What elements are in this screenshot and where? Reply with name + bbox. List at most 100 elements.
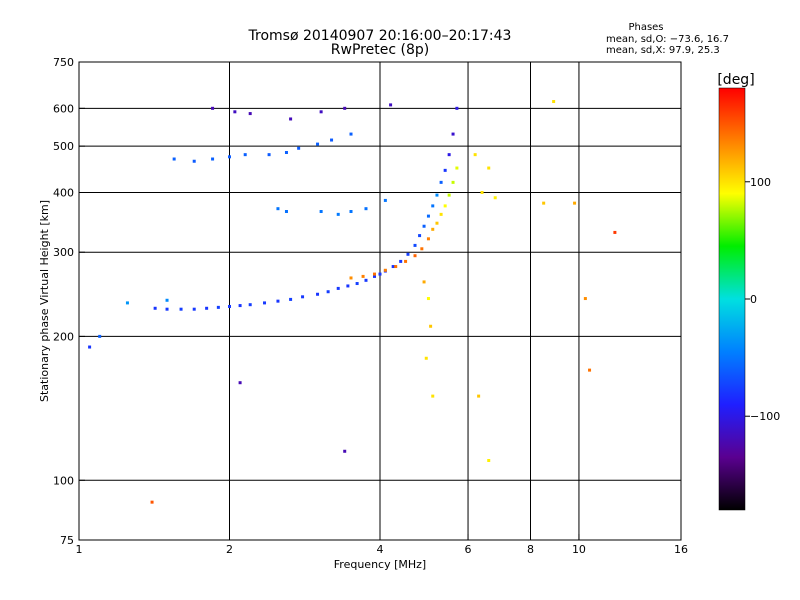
data-point xyxy=(165,307,169,311)
data-point xyxy=(473,153,477,157)
data-point xyxy=(361,274,365,278)
data-point xyxy=(373,274,377,278)
data-point xyxy=(330,138,334,142)
data-point xyxy=(211,157,215,161)
colorbar-tick-label: 100 xyxy=(750,176,771,189)
data-point xyxy=(431,204,435,208)
data-point xyxy=(573,201,577,205)
data-point xyxy=(426,214,430,218)
data-point xyxy=(447,193,451,197)
data-point xyxy=(336,286,340,290)
y-tick-label: 75 xyxy=(60,534,74,547)
stats-o-mode: mean, sd,O: −73.6, 16.7 xyxy=(606,34,729,45)
data-point xyxy=(319,110,323,114)
data-point xyxy=(243,153,247,157)
y-tick-label: 400 xyxy=(53,186,74,199)
data-point xyxy=(165,298,169,302)
data-point xyxy=(364,278,368,282)
x-axis-ticks: 1 2 4 6 8 10 16 xyxy=(76,534,688,556)
data-point xyxy=(192,307,196,311)
data-point xyxy=(542,201,546,205)
x-tick-label: 1 xyxy=(76,543,83,556)
data-point xyxy=(391,265,395,269)
data-point xyxy=(233,110,237,114)
data-point xyxy=(493,196,497,200)
data-point xyxy=(455,106,459,110)
data-point xyxy=(424,356,428,360)
data-point xyxy=(276,207,280,211)
data-point xyxy=(439,180,443,184)
data-point xyxy=(383,198,387,202)
data-point xyxy=(343,449,347,453)
data-point xyxy=(238,381,242,385)
data-point xyxy=(399,259,403,263)
stats-heading: Phases xyxy=(628,22,663,33)
data-point xyxy=(487,458,491,462)
data-point xyxy=(228,304,231,308)
data-point xyxy=(435,193,439,197)
data-point xyxy=(613,230,617,234)
x-tick-label: 6 xyxy=(465,543,472,556)
data-point xyxy=(316,292,320,296)
y-tick-label: 200 xyxy=(53,330,74,343)
data-point xyxy=(431,227,435,231)
data-point xyxy=(394,265,398,269)
y-tick-label: 750 xyxy=(53,56,74,69)
data-point xyxy=(451,180,455,184)
data-point xyxy=(153,306,157,310)
data-point xyxy=(205,306,209,310)
data-point xyxy=(364,207,368,211)
stats-x-mode: mean, sd,X: 97.9, 25.3 xyxy=(606,45,720,56)
data-point xyxy=(552,100,556,104)
x-tick-label: 8 xyxy=(527,543,534,556)
data-points xyxy=(88,100,617,504)
x-tick-label: 4 xyxy=(377,543,384,556)
data-point xyxy=(378,272,382,276)
x-axis-label: Frequency [MHz] xyxy=(334,558,426,571)
data-point xyxy=(276,299,280,303)
data-point xyxy=(422,224,426,228)
data-point xyxy=(316,142,320,146)
colorbar-tick-label: 0 xyxy=(750,293,757,306)
plot-subtitle: RwPretec (8p) xyxy=(331,42,429,58)
data-point xyxy=(216,305,220,309)
data-point xyxy=(431,394,435,398)
y-tick-label: 500 xyxy=(53,140,74,153)
data-point xyxy=(88,345,92,349)
data-point xyxy=(263,301,267,305)
data-point xyxy=(343,106,347,110)
data-point xyxy=(455,166,459,170)
data-point xyxy=(426,237,430,241)
colorbar-ticks: 100 0 −100 xyxy=(745,176,780,423)
data-point xyxy=(429,324,433,328)
data-point xyxy=(389,103,393,107)
data-point xyxy=(301,295,305,299)
data-point xyxy=(336,212,340,216)
colorbar: [deg] 100 0 −100 xyxy=(717,72,780,511)
data-point xyxy=(297,146,301,150)
plot-title: Tromsø 20140907 20:16:00–20:17:43 xyxy=(248,28,512,44)
data-point xyxy=(480,190,484,194)
data-point xyxy=(443,168,447,172)
data-point xyxy=(422,280,426,284)
data-point xyxy=(355,282,359,286)
data-point xyxy=(373,272,377,276)
data-point xyxy=(588,368,592,372)
data-point xyxy=(284,210,288,214)
data-point xyxy=(435,221,439,225)
data-point xyxy=(211,106,215,110)
data-point xyxy=(383,268,387,272)
x-tick-label: 16 xyxy=(674,543,688,556)
colorbar-unit: [deg] xyxy=(717,72,754,88)
data-point xyxy=(451,132,455,136)
data-point xyxy=(447,153,451,157)
data-point xyxy=(125,301,129,305)
data-point xyxy=(413,254,417,258)
plot-area: 1 2 4 6 8 10 16 75 100 200 300 400 500 600 750 xyxy=(53,56,688,556)
y-tick-label: 600 xyxy=(53,102,74,115)
colorbar-gradient xyxy=(718,87,746,511)
data-point xyxy=(349,210,353,214)
data-point xyxy=(192,159,196,163)
data-point xyxy=(150,500,154,504)
